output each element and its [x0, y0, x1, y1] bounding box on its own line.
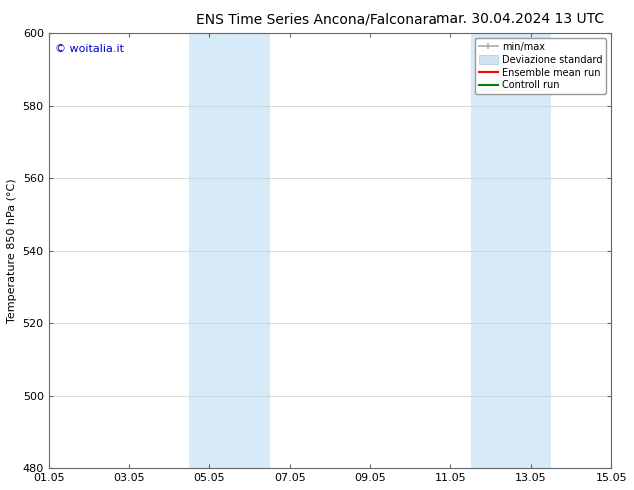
- Legend: min/max, Deviazione standard, Ensemble mean run, Controll run: min/max, Deviazione standard, Ensemble m…: [475, 38, 606, 95]
- Text: mar. 30.04.2024 13 UTC: mar. 30.04.2024 13 UTC: [436, 12, 604, 26]
- Y-axis label: Temperature 850 hPa (°C): Temperature 850 hPa (°C): [7, 178, 17, 323]
- Bar: [470, 33, 551, 468]
- Bar: [190, 33, 269, 468]
- Text: © woitalia.it: © woitalia.it: [55, 44, 124, 54]
- Text: ENS Time Series Ancona/Falconara: ENS Time Series Ancona/Falconara: [197, 12, 437, 26]
